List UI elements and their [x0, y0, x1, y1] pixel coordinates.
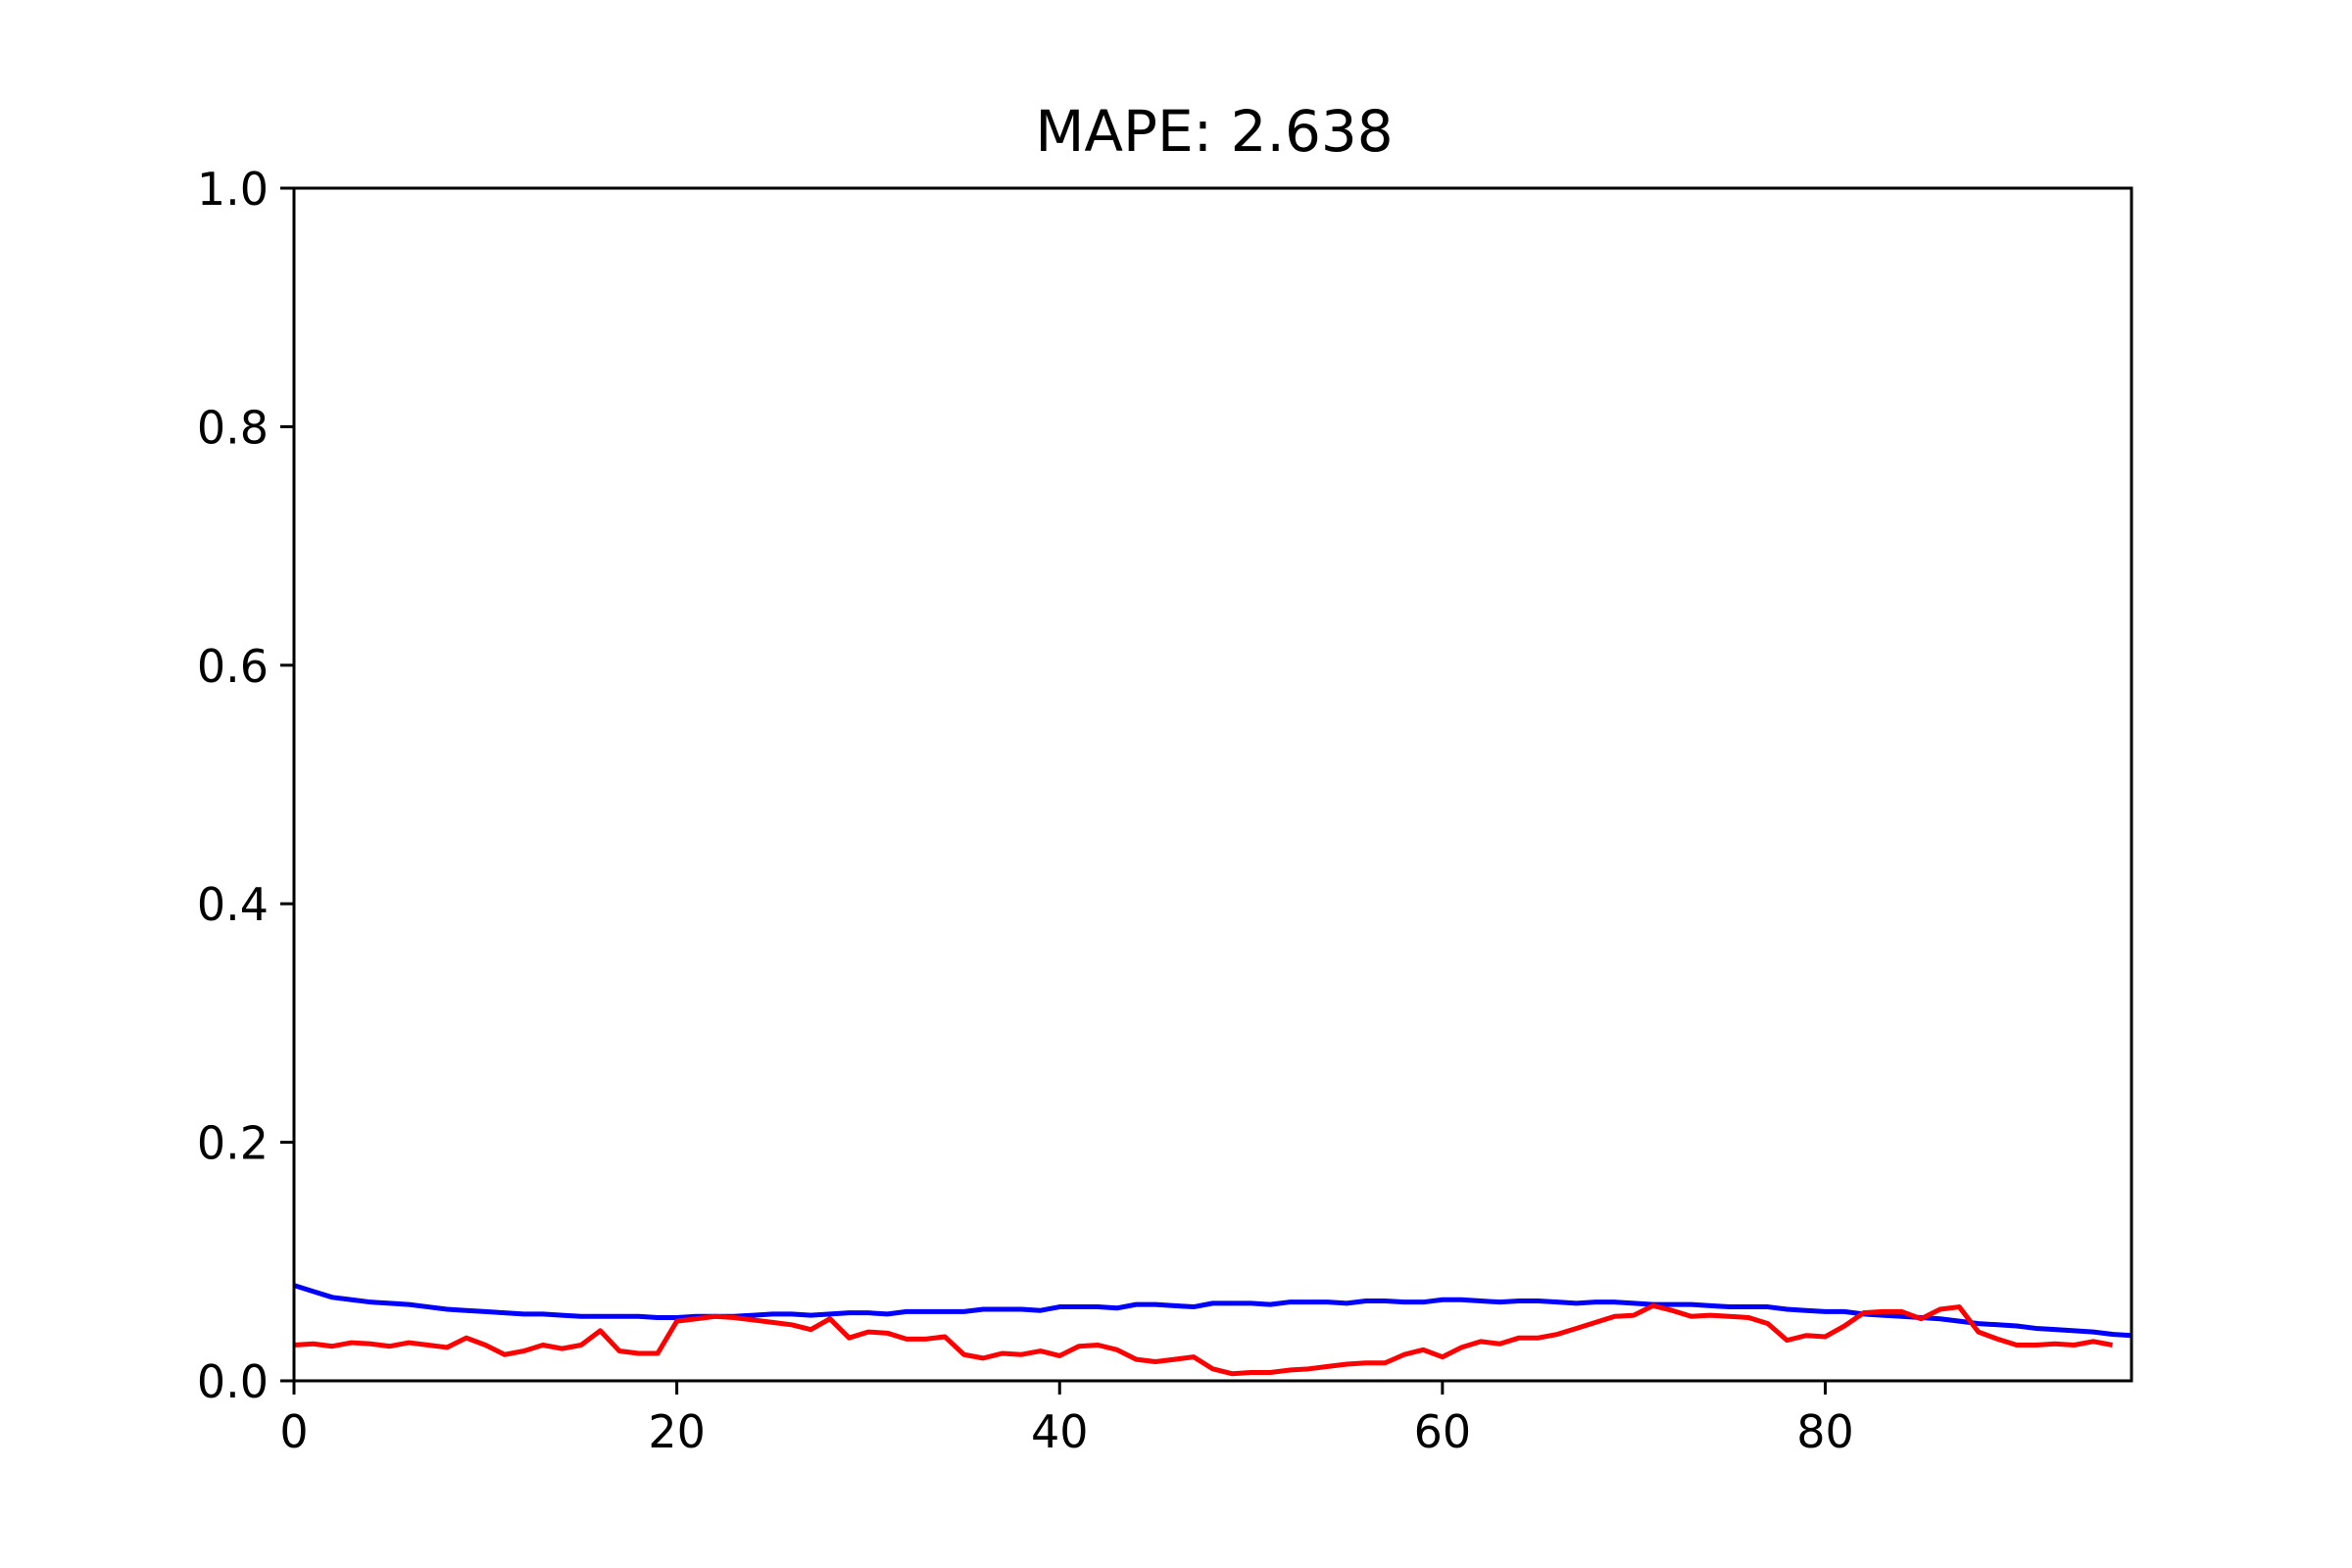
plot-frame	[292, 186, 2133, 1383]
x-tick-label: 0	[279, 1405, 308, 1458]
series-line-red	[293, 1302, 2113, 1377]
y-tick-label: 0.4	[197, 878, 269, 931]
y-tick-label: 0.2	[197, 1117, 269, 1170]
axis-layer: 0 20 40 60 80 0.0 0.2 0.4 0.6 0.8 1.0	[197, 163, 1854, 1458]
y-tick-label: 0.8	[197, 401, 269, 454]
y-tick-label: 0.6	[197, 640, 269, 693]
y-tick-label: 0.0	[197, 1355, 269, 1408]
x-tick-label: 60	[1414, 1405, 1472, 1458]
chart-title: MAPE: 2.638	[1035, 98, 1393, 165]
y-tick-label: 1.0	[197, 163, 269, 216]
x-tick-label: 80	[1796, 1405, 1854, 1458]
x-tick-label: 20	[648, 1405, 706, 1458]
series-layer	[293, 1283, 2132, 1377]
series-line-blue	[293, 1283, 2132, 1339]
x-tick-label: 40	[1031, 1405, 1089, 1458]
